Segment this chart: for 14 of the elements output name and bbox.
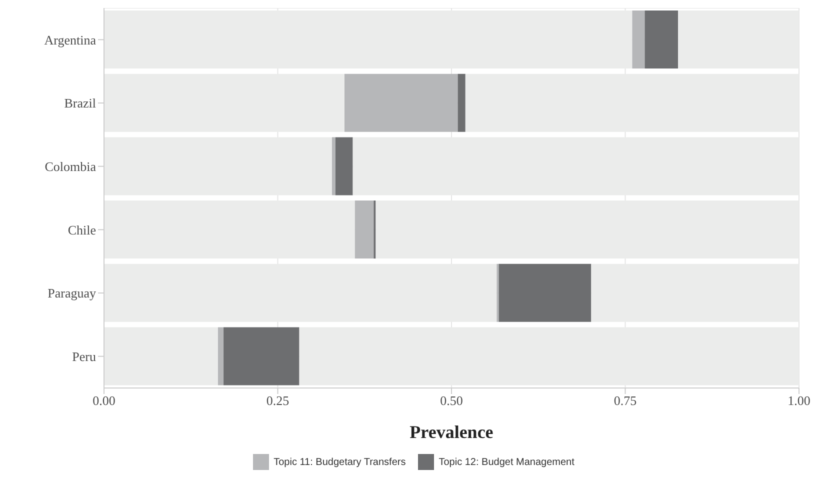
x-tick-label: 1.00 [788, 393, 810, 408]
y-tick-label: Peru [72, 348, 96, 364]
x-tick-label: 0.75 [614, 393, 637, 408]
y-tick-label: Brazil [64, 96, 96, 111]
y-tick-label: Paraguay [48, 286, 96, 301]
x-tick-label: 0.50 [440, 393, 463, 408]
legend-label: Topic 12: Budget Management [438, 456, 574, 468]
y-tick-label: Chile [68, 222, 96, 238]
x-axis-title: Prevalence [410, 422, 494, 442]
legend-label: Topic 11: Budgetary Transfers [274, 456, 406, 468]
x-tick-label: 0.25 [266, 393, 290, 408]
y-tick-label: Colombia [44, 158, 96, 174]
x-tick-label: 0.00 [92, 393, 116, 408]
y-tick-label: Argentina [44, 32, 96, 48]
